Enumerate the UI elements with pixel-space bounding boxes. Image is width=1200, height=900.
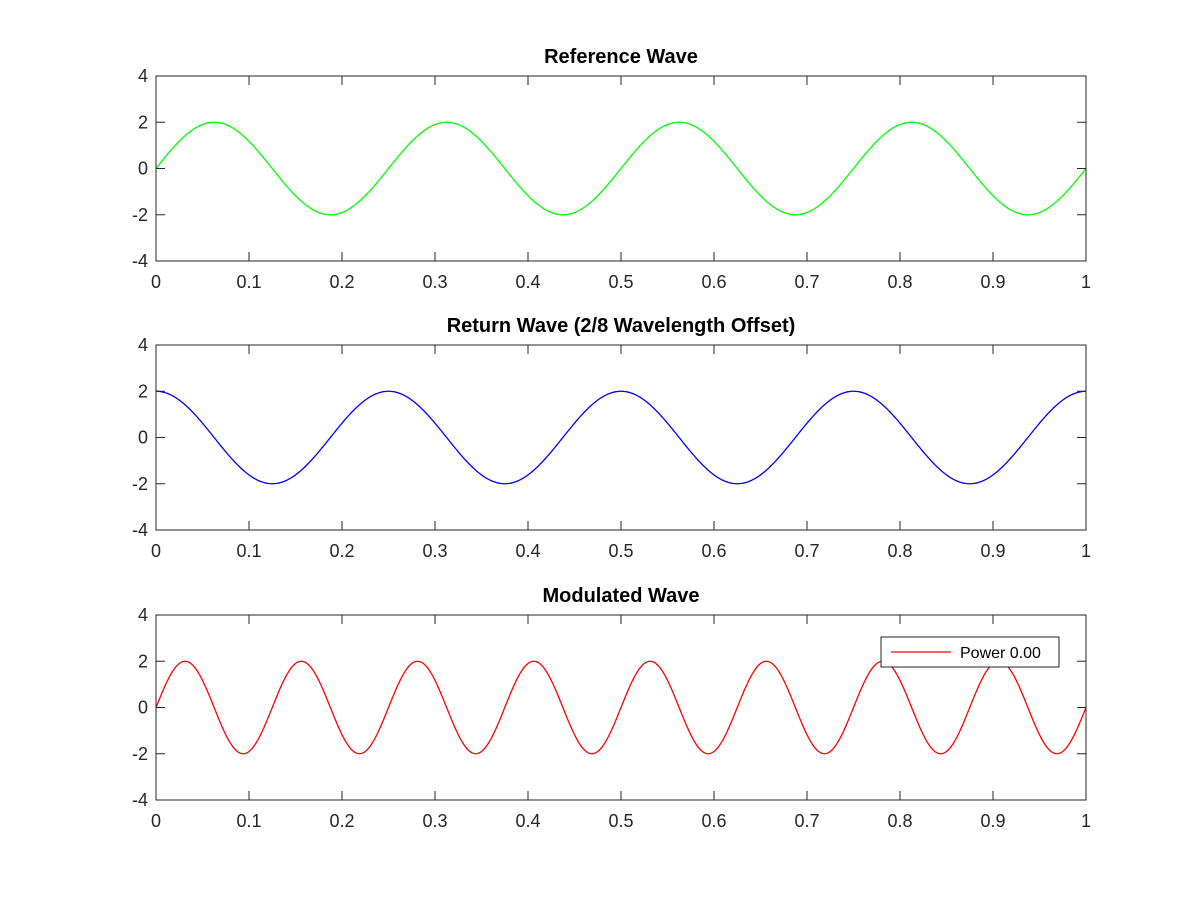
- x-tick-label: 0.6: [701, 272, 726, 292]
- axes-box: [155, 344, 1087, 531]
- x-tick-label: 0.9: [980, 811, 1005, 831]
- y-tick-label: 0: [138, 428, 148, 448]
- x-tick-label: 0.2: [329, 811, 354, 831]
- x-tick-label: 0.2: [329, 541, 354, 561]
- series-line: [155, 121, 1087, 216]
- x-tick-label: 1: [1081, 272, 1091, 292]
- x-tick-label: 0.7: [794, 272, 819, 292]
- y-tick-label: -2: [132, 205, 148, 225]
- x-tick-label: 0.7: [794, 541, 819, 561]
- x-tick-label: 0.5: [608, 272, 633, 292]
- x-tick-label: 0.3: [422, 811, 447, 831]
- x-tick-label: 0.9: [980, 272, 1005, 292]
- y-tick-label: 0: [138, 159, 148, 179]
- x-tick-label: 0.4: [515, 541, 540, 561]
- subplot-3: Modulated Wave 0 0.1 0.2 0.3 0.4 0.5 0.6 0.7 0.8 0…: [132, 585, 1091, 831]
- x-tick-label: 0.6: [701, 541, 726, 561]
- x-tick-label: 0.9: [980, 541, 1005, 561]
- y-tick-label: -2: [132, 474, 148, 494]
- y-tick-label: -4: [132, 520, 148, 540]
- y-tick-label: 2: [138, 112, 148, 132]
- x-tick-label: 0.7: [794, 811, 819, 831]
- y-tick-label: 4: [138, 335, 148, 355]
- x-tick-label: 0.5: [608, 541, 633, 561]
- legend: Power 0.00: [880, 636, 1060, 668]
- x-tick-label: 0: [151, 272, 161, 292]
- x-tick-label: 0.8: [887, 811, 912, 831]
- subplot-1: Reference Wave 0 0.1 0.2 0.3 0.4 0.5 0.6 0.7 0.8 0…: [132, 46, 1091, 292]
- x-tick-label: 0.2: [329, 272, 354, 292]
- x-tick-label: 0.3: [422, 272, 447, 292]
- y-tick-label: 4: [138, 605, 148, 625]
- subplot-title: Reference Wave: [544, 46, 698, 68]
- x-tick-label: 0.4: [515, 272, 540, 292]
- y-tick-label: 0: [138, 698, 148, 718]
- legend-label: Power 0.00: [960, 645, 1041, 662]
- y-tick-label: -4: [132, 251, 148, 271]
- x-tick-label: 1: [1081, 811, 1091, 831]
- y-tick-label: -4: [132, 790, 148, 810]
- x-tick-label: 0.1: [236, 272, 261, 292]
- series-line: [155, 390, 1087, 485]
- subplot-title: Return Wave (2/8 Wavelength Offset): [447, 315, 796, 337]
- x-tick-label: 0.1: [236, 811, 261, 831]
- x-tick-label: 0: [151, 541, 161, 561]
- x-tick-label: 1: [1081, 541, 1091, 561]
- y-tick-label: -2: [132, 744, 148, 764]
- x-tick-label: 0.1: [236, 541, 261, 561]
- series-line: [155, 660, 1087, 755]
- x-tick-label: 0.5: [608, 811, 633, 831]
- y-tick-label: 2: [138, 651, 148, 671]
- x-tick-label: 0: [151, 811, 161, 831]
- x-tick-label: 0.8: [887, 541, 912, 561]
- subplot-title: Modulated Wave: [542, 585, 699, 607]
- x-tick-label: 0.4: [515, 811, 540, 831]
- x-tick-label: 0.8: [887, 272, 912, 292]
- subplot-2: Return Wave (2/8 Wavelength Offset) 0 0.1 0…: [132, 315, 1091, 561]
- y-tick-label: 4: [138, 66, 148, 86]
- x-tick-label: 0.3: [422, 541, 447, 561]
- x-tick-label: 0.6: [701, 811, 726, 831]
- y-tick-label: 2: [138, 381, 148, 401]
